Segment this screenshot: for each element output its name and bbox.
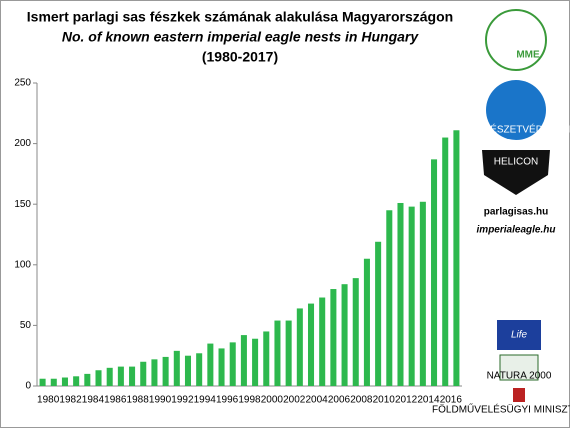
ministry-label: FÖLDMŰVELÉSÜGYI MINISZTÉRIUM [432,402,570,416]
x-tick-label: 1980 [37,395,60,406]
bar [252,338,259,386]
bar [363,258,370,386]
x-tick-label: 2012 [395,395,418,406]
x-tick-label: 2004 [305,395,328,406]
bar [129,366,136,386]
bar [285,320,292,386]
x-tick-label: 2006 [328,395,351,406]
bar [140,361,147,386]
bar [375,241,382,386]
natura-label: NATURA 2000 [487,371,552,382]
bar [263,331,270,386]
chart-title: Ismert parlagi sas fészkek számának alak… [27,9,453,25]
bar [397,202,404,386]
tv-label: TERMÉSZETVÉDELEM [462,123,570,136]
bar [274,320,281,386]
bar [240,335,247,386]
x-tick-label: 2000 [261,395,284,406]
x-tick-label: 1984 [82,395,105,406]
x-tick-label: 2014 [417,395,440,406]
x-tick-label: 2016 [440,395,463,406]
chart-subtitle: No. of known eastern imperial eagle nest… [62,29,420,45]
mme-label: MME [516,50,540,61]
x-tick-label: 1986 [104,395,127,406]
x-tick-label: 1990 [149,395,172,406]
bar [431,159,438,386]
x-tick-label: 1982 [59,395,82,406]
life-logo [497,320,541,350]
bar [184,355,192,386]
bar [319,297,326,386]
mme-logo [485,9,547,71]
logos: MME TERMÉSZETVÉDELEM HELICON Life NATURA… [432,9,570,416]
helicon-logo [482,150,550,195]
life-label: Life [511,330,528,341]
bar [352,278,359,386]
bar [117,366,124,386]
bar [408,206,415,386]
bar [61,377,68,386]
bar [341,284,348,386]
bar [39,378,46,386]
bar [84,373,91,386]
bar [296,308,303,386]
x-tick-label: 1996 [216,395,239,406]
link[interactable]: parlagisas.hu [484,207,548,218]
bar [218,348,225,386]
bar [106,367,113,386]
x-tick-label: 1988 [127,395,150,406]
x-tick-label: 2010 [373,395,396,406]
x-tick-label: 1994 [194,395,217,406]
tv-logo [486,80,546,140]
bar [50,378,57,386]
bar [196,353,203,386]
bar [419,201,426,386]
bar [162,356,169,386]
helicon-label: HELICON [494,157,538,168]
y-tick-label: 150 [14,199,31,210]
y-tick-label: 250 [14,78,31,89]
natura-logo [499,354,539,381]
bar [95,370,102,386]
bar [73,376,80,386]
bar [442,137,449,386]
link[interactable]: imperialeagle.hu [477,225,556,236]
bar [207,343,214,386]
bar [307,303,315,386]
y-tick-label: 200 [14,138,31,149]
y-tick-label: 50 [20,320,32,331]
bar [453,130,460,386]
bar [229,342,236,386]
bar [330,289,337,386]
bar [386,210,393,386]
bar [151,359,158,386]
bar [173,350,180,386]
y-tick-label: 100 [14,259,31,270]
chart-period: (1980-2017) [202,49,278,65]
x-tick-label: 1998 [238,395,261,406]
ministry-logo [513,388,525,402]
y-tick-label: 0 [25,381,31,392]
x-tick-label: 1992 [171,395,194,406]
x-tick-label: 2008 [350,395,373,406]
x-tick-label: 2002 [283,395,306,406]
